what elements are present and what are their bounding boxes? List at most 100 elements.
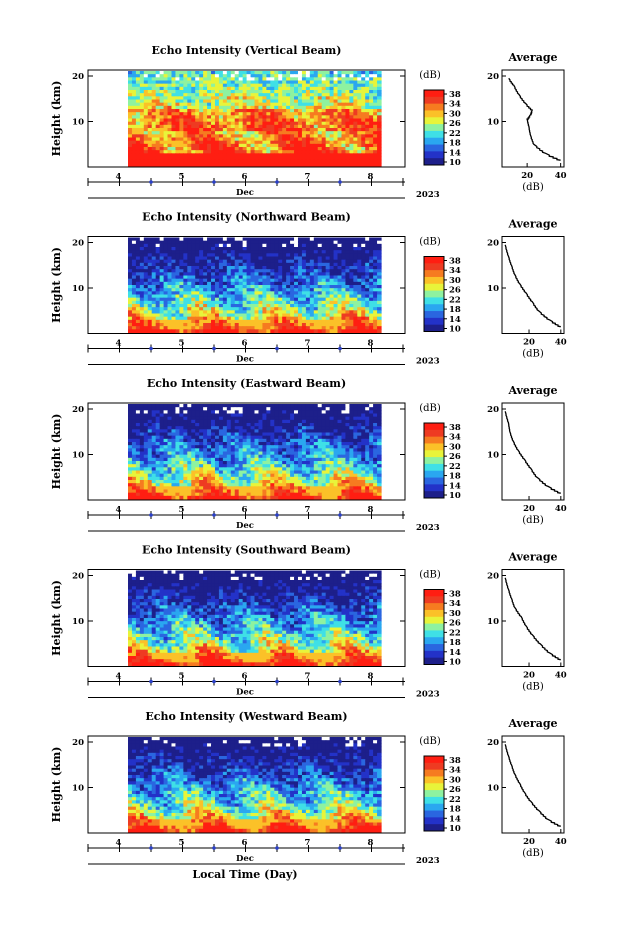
profile-x-tick-label: 20 [523,837,535,847]
time-marker [212,346,216,351]
colorbar-tick-label: 18 [449,139,461,149]
month-label: Dec [236,688,254,698]
colorbar-swatch [424,463,444,472]
year-label: 2023 [416,190,440,200]
panel-title: Echo Intensity (Southward Beam) [142,544,351,557]
y-tick-label: 10 [72,617,84,627]
time-tick-label: 5 [179,505,185,515]
time-marker [338,180,342,184]
colorbar-swatch [424,644,444,652]
panel-title: Echo Intensity (Eastward Beam) [147,377,346,390]
y-axis-label: Height (km) [50,414,63,490]
colorbar-swatch [424,317,444,326]
profile-frame [501,735,565,834]
colorbar-tick-label: 22 [449,628,461,638]
colorbar-swatch [424,457,444,465]
colorbar-tick-label: 22 [449,795,461,805]
average-profile: Average 10 20 20 40 (dB) [487,551,567,693]
time-tick-label: 7 [305,505,311,515]
colorbar [423,589,447,665]
colorbar [423,755,447,832]
colorbar-tick-label: 30 [449,276,461,286]
colorbar-tick-label: 34 [449,433,461,443]
year-label: 2023 [416,357,440,367]
colorbar-swatch [424,589,444,597]
panel-frame [87,236,406,334]
colorbar-swatch [424,596,444,604]
time-tick-label: 4 [116,838,122,848]
y-axis-label: Height (km) [50,247,63,323]
colorbar-tick-label: 26 [449,286,461,296]
colorbar-tick-label: 18 [449,472,461,482]
colorbar-tick-label: 30 [449,609,461,619]
colorbar-swatch [424,450,444,458]
profile-y-tick-label: 20 [487,405,499,415]
profile-y-tick-label: 20 [487,738,499,748]
month-label: Dec [236,854,254,864]
colorbar-swatch [424,256,444,264]
panels: Echo Intensity (Vertical Beam) 10 20 Height… [50,44,567,866]
colorbar-tick-label: 26 [449,452,461,462]
echo-heatmap [128,237,382,334]
colorbar-tick-label: 26 [449,119,461,129]
colorbar-swatch [424,90,444,98]
time-tick-label: 8 [368,172,374,182]
colorbar-tick-label: 18 [449,305,461,315]
colorbar-tick-label: 14 [449,148,461,158]
profile-y-tick-label: 10 [487,784,499,794]
colorbar-tick-label: 22 [449,295,461,305]
profile-y-tick-label: 20 [487,572,499,582]
time-tick-label: 5 [179,172,185,182]
average-profile: Average 10 20 20 40 (dB) [487,384,567,526]
profile-x-tick-label: 40 [555,171,567,181]
year-label: 2023 [416,690,440,700]
beam-panel: Echo Intensity (Vertical Beam) 10 20 Height… [50,44,567,200]
time-tick-label: 8 [368,672,374,682]
time-marker [338,679,342,684]
colorbar-frame [423,422,445,499]
time-tick-label: 7 [305,672,311,682]
average-profile: Average 10 20 20 40 (dB) [487,717,567,859]
profile-line [504,244,561,328]
panel-title: Echo Intensity (Northward Beam) [142,211,351,224]
profile-x-label: (dB) [522,349,544,360]
colorbar-swatch [424,130,444,139]
colorbar-frame [423,89,445,166]
colorbar-tick-label: 30 [449,775,461,785]
profile-frame [501,402,565,501]
panel-frame [87,69,406,168]
echo-heatmap [128,570,382,667]
beam-panel: Echo Intensity (Eastward Beam) 10 20 Height… [50,377,567,533]
profile-x-tick-label: 20 [521,171,533,181]
time-marker [275,180,279,184]
colorbar-tick-label: 38 [449,257,461,267]
profile-line [504,744,561,827]
time-marker [149,846,153,850]
colorbar-swatch [424,803,444,812]
time-tick-label: 6 [242,339,248,349]
colorbar-tick-label: 26 [449,785,461,795]
colorbar-swatch [424,630,444,638]
time-tick-label: 4 [116,339,122,349]
colorbar-swatch [424,297,444,305]
time-tick-label: 7 [305,838,311,848]
time-marker [338,846,342,850]
y-tick-label: 20 [72,738,84,748]
profile-x-tick-label: 40 [555,504,567,514]
colorbar-tick-label: 22 [449,129,461,139]
colorbar-swatch [424,491,444,499]
colorbar-tick-label: 34 [449,100,461,110]
profile-x-tick-label: 40 [555,338,567,348]
colorbar-swatch [424,817,444,825]
echo-heatmap [128,737,382,833]
profile-title: Average [507,218,557,231]
colorbar-tick-label: 26 [449,619,461,629]
time-tick-label: 7 [305,339,311,349]
colorbar-swatch [424,290,444,298]
time-marker [338,513,342,517]
colorbar-swatch [424,776,444,784]
colorbar-tick-label: 10 [449,325,461,335]
colorbar-swatch [424,443,444,451]
echo-heatmap [128,404,382,500]
profile-y-tick-label: 20 [487,72,499,82]
